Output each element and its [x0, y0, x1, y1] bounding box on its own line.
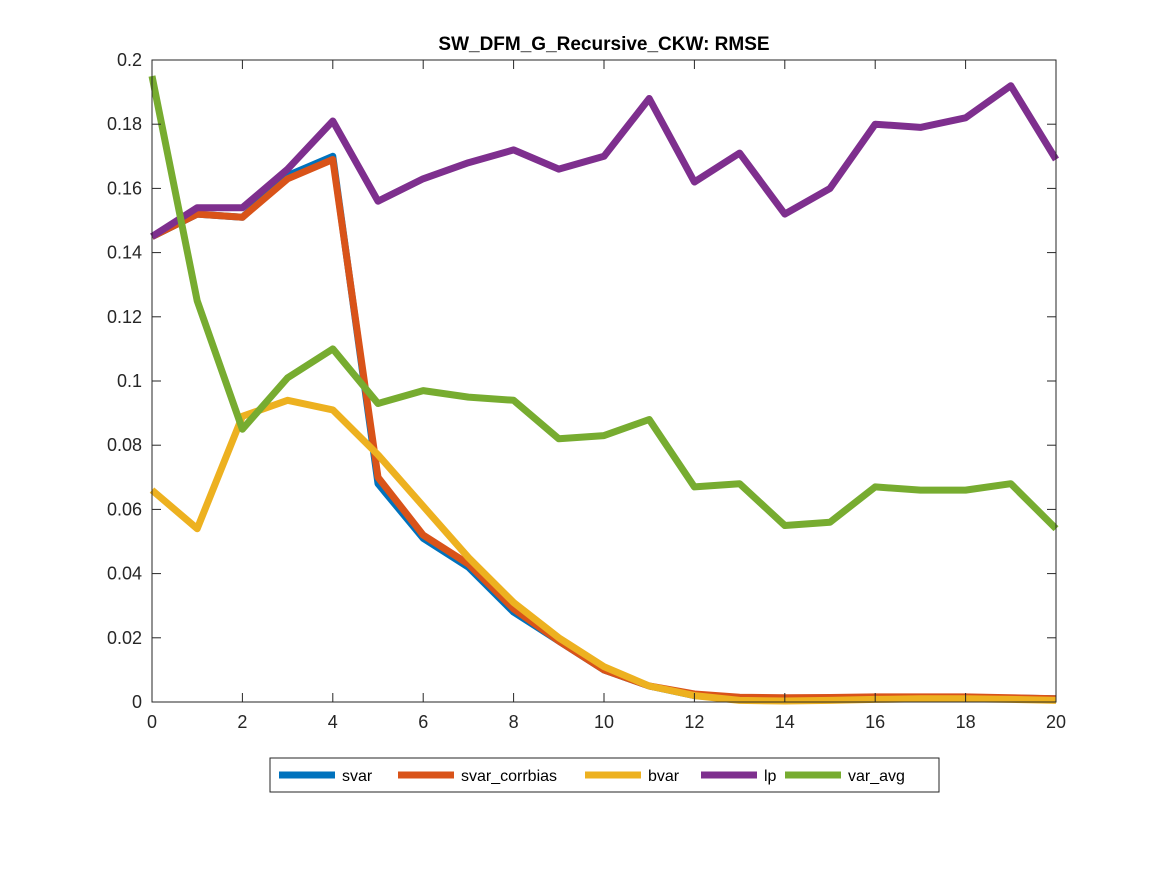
series-line-bvar: [149, 396, 1057, 705]
x-tick-label: 18: [956, 712, 976, 732]
legend: svar svar_corrbias bvar lp var_avg: [269, 757, 940, 793]
x-tick-label: 14: [775, 712, 795, 732]
y-tick-label: 0.1: [117, 371, 142, 391]
legend-label-svar: svar: [342, 768, 373, 785]
y-tick-label: 0.14: [107, 243, 142, 263]
y-axis: 0 0.02 0.04 0.06 0.08 0.1 0.12 0.14 0.16 0.18 0.2: [107, 50, 1056, 712]
x-tick-label: 20: [1046, 712, 1066, 732]
chart-title: SW_DFM_G_Recursive_CKW: RMSE: [438, 34, 769, 55]
legend-label-var_avg: var_avg: [848, 768, 905, 785]
legend-label-lp: lp: [764, 768, 777, 785]
y-tick-label: 0: [132, 692, 142, 712]
x-tick-label: 6: [418, 712, 428, 732]
x-tick-label: 4: [328, 712, 338, 732]
series-line-svar: [150, 152, 1057, 703]
y-tick-label: 0.02: [107, 628, 142, 648]
series-line-var_avg: [148, 75, 1059, 532]
y-tick-label: 0.2: [117, 50, 142, 70]
x-tick-label: 0: [147, 712, 157, 732]
x-tick-label: 8: [509, 712, 519, 732]
y-tick-label: 0.18: [107, 114, 142, 134]
y-tick-label: 0.08: [107, 435, 142, 455]
x-axis: 0 2 4 6 8 10 12 14 16 18 20: [147, 60, 1066, 732]
y-tick-label: 0.06: [107, 499, 142, 519]
y-tick-label: 0.16: [107, 178, 142, 198]
plot-lines: [148, 75, 1059, 705]
x-tick-label: 12: [684, 712, 704, 732]
x-tick-label: 16: [865, 712, 885, 732]
legend-label-bvar: bvar: [648, 768, 680, 785]
series-line-svar_corrbias: [150, 156, 1057, 703]
x-tick-label: 2: [237, 712, 247, 732]
legend-label-svar_corrbias: svar_corrbias: [461, 768, 557, 785]
x-tick-label: 10: [594, 712, 614, 732]
series-line-lp: [150, 82, 1059, 240]
y-tick-label: 0.12: [107, 307, 142, 327]
y-tick-label: 0.04: [107, 564, 142, 584]
